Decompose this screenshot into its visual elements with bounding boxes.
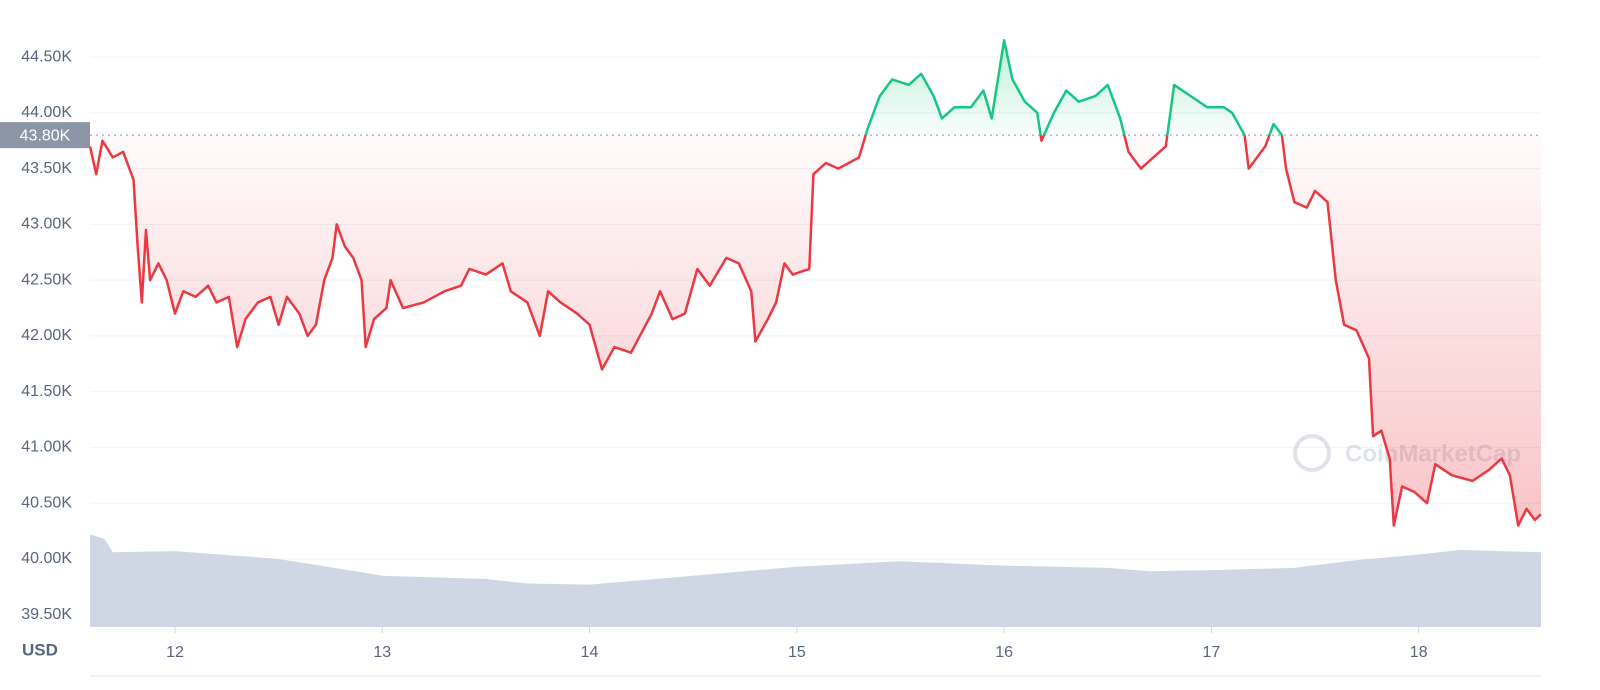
y-tick-label: 43.00K — [21, 216, 72, 233]
price-line-down — [88, 135, 1542, 527]
x-tick-label: 14 — [581, 644, 599, 661]
y-tick-label: 44.00K — [21, 104, 72, 121]
y-axis-label: USD — [22, 640, 58, 659]
baseline-label: 43.80K — [20, 127, 71, 144]
watermark-logo — [1293, 434, 1331, 472]
baseline-label-box — [0, 122, 90, 149]
x-tick-label: 16 — [995, 644, 1013, 661]
x-tick-label: 18 — [1410, 644, 1428, 661]
x-tick-label: 15 — [788, 644, 806, 661]
volume-area — [90, 534, 1541, 627]
y-tick-label: 41.50K — [21, 383, 72, 400]
x-tick-label: 12 — [166, 644, 184, 661]
y-tick-label: 43.50K — [21, 160, 72, 177]
y-tick-label: 40.50K — [21, 494, 72, 511]
x-tick-label: 13 — [373, 644, 391, 661]
y-tick-label: 42.50K — [21, 271, 72, 288]
y-tick-label: 39.50K — [21, 606, 72, 623]
area-up — [865, 40, 1282, 136]
y-tick-label: 40.00K — [21, 550, 72, 567]
y-tick-label: 42.00K — [21, 327, 72, 344]
y-tick-label: 41.00K — [21, 439, 72, 456]
area-down — [90, 135, 1541, 526]
x-tick-label: 17 — [1203, 644, 1221, 661]
y-tick-label: 44.50K — [21, 48, 72, 65]
